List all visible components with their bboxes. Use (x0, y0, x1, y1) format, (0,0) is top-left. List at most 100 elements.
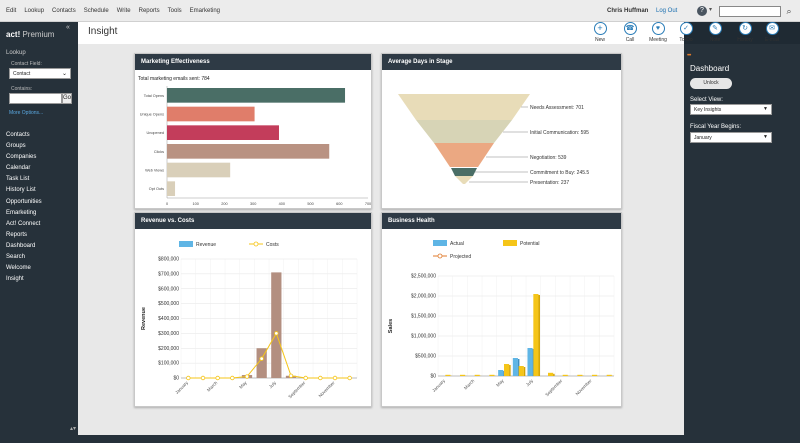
toolbar-button[interactable]: ✉ E-mail (760, 22, 784, 43)
dashboard-title: Dashboard (690, 64, 730, 73)
sidebar-item[interactable]: Act! Connect (6, 220, 41, 227)
menu-item[interactable]: Contacts (52, 8, 76, 14)
toolbar-label: Note (709, 37, 721, 43)
category-label: Clicks (154, 150, 164, 154)
select-view-select[interactable]: Key Insights ▼ (690, 104, 772, 115)
menu-item[interactable]: Edit (6, 8, 17, 14)
bar-side (509, 365, 511, 376)
unlock-button[interactable]: Unlock (690, 78, 732, 89)
menu-item[interactable]: Emarketing (189, 8, 221, 14)
panel-title: Marketing Effectiveness (135, 54, 371, 70)
contains-label: Contains: (11, 86, 33, 92)
menu-item[interactable]: Schedule (83, 8, 109, 14)
x-tick-label: 400 (279, 202, 285, 206)
y-axis-label: Revenue (141, 307, 147, 330)
y-tick-label: $0 (430, 374, 436, 380)
bar (167, 162, 231, 178)
data-point (259, 356, 264, 361)
sidebar-item[interactable]: Emarketing (6, 209, 37, 216)
sidebar-item[interactable]: Opportunities (6, 198, 42, 205)
sidebar-item[interactable]: Insight (6, 276, 24, 283)
revenue-costs-panel: Revenue vs. Costs Revenue Costs $0 $100,000… (134, 212, 372, 407)
search-icon[interactable]: ⌕ (786, 6, 792, 16)
sidebar-item[interactable]: History List (6, 187, 36, 194)
sidebar-item[interactable]: Contacts (6, 132, 30, 138)
funnel-segment (398, 94, 530, 120)
select-view-label: Select View: (690, 97, 723, 103)
bar (460, 374, 466, 376)
bar (167, 144, 330, 159)
x-tick-label: November (574, 378, 593, 397)
x-tick-label: 500 (307, 202, 313, 206)
go-button[interactable]: Go (62, 93, 72, 104)
y-tick-label: $800,000 (158, 257, 179, 263)
user-name: Chris Huffman (607, 8, 649, 14)
search-input[interactable] (719, 6, 781, 17)
data-point (200, 375, 206, 381)
sidebar-item[interactable]: Calendar (6, 165, 31, 172)
toolbar-button[interactable]: ☎ Call (618, 22, 642, 43)
fiscal-year-select[interactable]: January ▼ (690, 132, 772, 143)
logout-link[interactable]: Log Out (656, 8, 678, 14)
bar (577, 374, 583, 376)
toolbar-label: To-Do (679, 37, 693, 43)
lookup-title: Lookup (6, 50, 26, 56)
legend-swatch (503, 240, 517, 246)
history-icon: ↻ (738, 22, 752, 35)
chevron-down-icon[interactable]: ▾ (709, 7, 713, 13)
menu-item[interactable]: Write (116, 8, 131, 14)
data-point (303, 375, 308, 381)
data-point (332, 375, 338, 381)
x-tick-label: March (463, 378, 476, 391)
sidebar-item[interactable]: Companies (6, 154, 37, 161)
funnel-label: Negotiation: 539 (530, 155, 567, 161)
bar (445, 374, 451, 376)
legend-swatch (253, 241, 259, 247)
page-header (78, 22, 684, 44)
x-tick-label: March (206, 380, 219, 393)
x-tick-label: May (495, 378, 505, 388)
menu-item[interactable]: Reports (138, 8, 160, 14)
sidebar-item[interactable]: Reports (6, 231, 28, 238)
x-tick-label: May (238, 380, 248, 390)
help-icon[interactable]: ? (697, 6, 707, 16)
sidebar-item[interactable]: Search (6, 254, 26, 261)
sidebar-item[interactable]: Task List (6, 176, 30, 183)
business-chart: Actual Potential Projected $0 $500,000 $1,000… (388, 240, 615, 397)
x-tick-label: November (317, 380, 336, 399)
legend-label: Projected (450, 254, 471, 260)
menu-item[interactable]: Lookup (24, 8, 45, 14)
bar (474, 374, 480, 376)
menu-item[interactable]: Tools (167, 8, 182, 14)
collapse-icon[interactable]: « (66, 24, 70, 31)
toolbar-button[interactable]: ✎ Note (703, 22, 727, 43)
data-point (215, 375, 220, 381)
y-tick-label: $500,000 (158, 301, 179, 307)
more-options-link[interactable]: More Options... (9, 110, 44, 116)
expand-icon[interactable]: ▴▾ (70, 426, 77, 432)
toolbar-button[interactable]: ✓ To-Do (674, 22, 698, 43)
category-label: Web Views (145, 169, 164, 173)
y-tick-label: $400,000 (158, 316, 179, 322)
bar (562, 374, 568, 376)
toolbar-button[interactable]: + New (588, 22, 612, 43)
funnel-label: Presentation: 237 (530, 180, 569, 186)
y-tick-label: $2,500,000 (411, 274, 436, 280)
contains-input[interactable] (9, 93, 62, 104)
chevron-down-icon: ▼ (763, 106, 768, 112)
toolbar-label: E-mail (764, 37, 780, 43)
toolbar-button[interactable]: ♥ Meeting (646, 22, 670, 43)
legend-label: Costs (266, 242, 279, 248)
toolbar-button[interactable]: ↻ History (733, 22, 757, 43)
sidebar-item[interactable]: Dashboard (6, 242, 36, 249)
sidebar-item[interactable]: Welcome (6, 265, 31, 272)
panel-title: Revenue vs. Costs (135, 213, 371, 229)
funnel-chart: Needs Assessment: 701 Initial Communicati… (398, 94, 589, 186)
sidebar-item[interactable]: Groups (6, 143, 26, 150)
bar (489, 374, 495, 376)
x-tick-label: January (431, 378, 446, 393)
more-icon[interactable]: ••• (687, 53, 691, 59)
contact-field-select[interactable]: Contact ⌄ (9, 68, 71, 79)
y-tick-label: $100,000 (158, 361, 179, 367)
sidebar (0, 22, 78, 443)
